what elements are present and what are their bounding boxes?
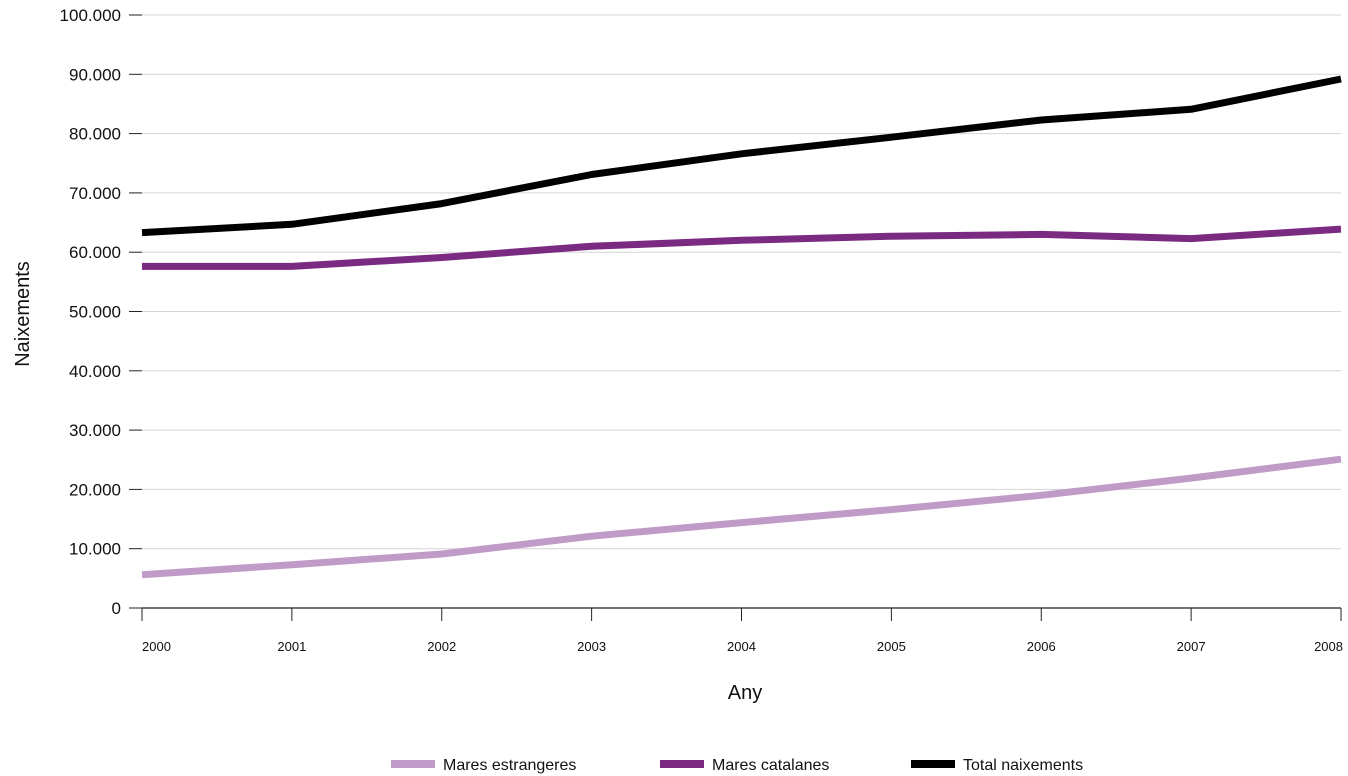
x-tick-label: 2004 — [727, 639, 756, 654]
x-tick-label: 2007 — [1177, 639, 1206, 654]
x-tick-label: 2002 — [427, 639, 456, 654]
legend-label: Mares catalanes — [712, 757, 829, 774]
y-tick-label: 90.000 — [69, 65, 121, 84]
y-tick-label: 30.000 — [69, 421, 121, 440]
y-tick-label: 40.000 — [69, 362, 121, 381]
y-tick-label: 60.000 — [69, 243, 121, 262]
x-axis-title: Any — [728, 682, 762, 704]
x-tick-label: 2005 — [877, 639, 906, 654]
legend-swatch — [911, 760, 955, 768]
y-tick-label: 10.000 — [69, 540, 121, 559]
y-tick-label: 20.000 — [69, 480, 121, 499]
y-tick-label: 0 — [112, 599, 121, 618]
y-tick-label: 100.000 — [60, 6, 121, 25]
series-line-mares-estrangeres — [141, 455, 1342, 579]
x-tick-label: 2003 — [577, 639, 606, 654]
y-tick-label: 80.000 — [69, 125, 121, 144]
x-tick-label: 2000 — [142, 639, 171, 654]
axes: 0 10.000 20.000 30.000 40.000 50.000 60.000 70.… — [60, 6, 1343, 654]
y-axis-title: Naixements — [12, 261, 34, 367]
y-tick-label: 70.000 — [69, 184, 121, 203]
series-line-total-naixements — [141, 75, 1342, 237]
legend-label: Mares estrangeres — [443, 757, 576, 774]
gridlines — [142, 14, 1341, 550]
series-line-mares-catalanes — [142, 225, 1342, 270]
x-tick-label: 2006 — [1027, 639, 1056, 654]
legend-swatch — [391, 760, 435, 768]
x-tick-label: 2008 — [1314, 639, 1343, 654]
series-lines — [141, 75, 1342, 579]
legend-label: Total naixements — [963, 757, 1083, 774]
legend: Mares estrangeres Mares catalanes Total na… — [391, 757, 1083, 774]
y-tick-label: 50.000 — [69, 303, 121, 322]
x-tick-label: 2001 — [277, 639, 306, 654]
legend-swatch — [660, 760, 704, 768]
